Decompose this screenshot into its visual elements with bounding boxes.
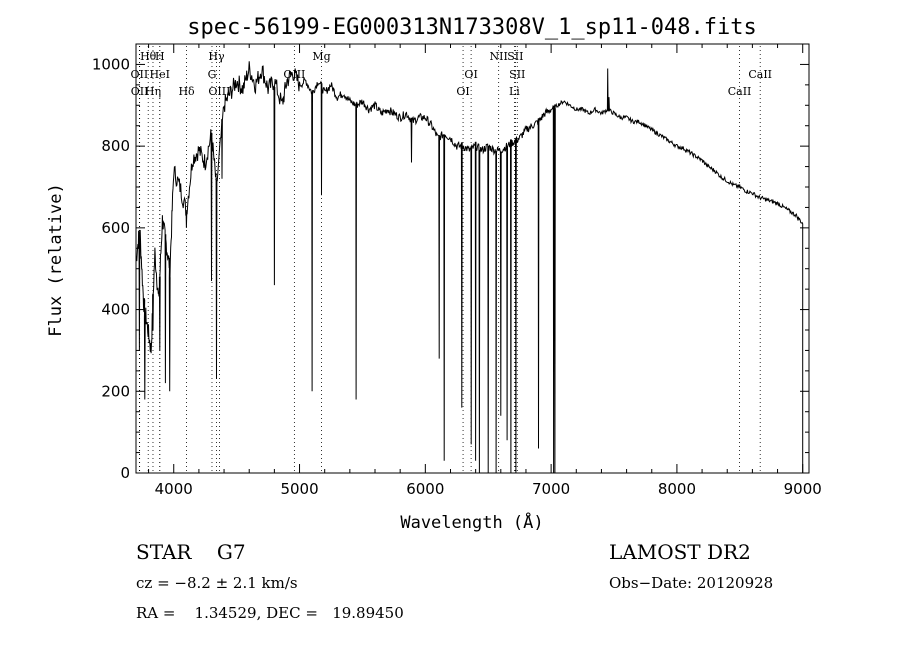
redshift-text: cz = −8.2 ± 2.1 km/s (136, 574, 298, 592)
line-marker-label: SII (507, 50, 523, 63)
spectrum-line (135, 61, 804, 474)
line-marker-label: CaII (748, 68, 772, 81)
survey-name: LAMOST DR2 (609, 540, 751, 564)
line-marker-label: OI (456, 85, 469, 98)
line-marker-label: SII (509, 68, 525, 81)
x-tick-label: 6000 (406, 480, 444, 498)
x-tick-label: 9000 (784, 480, 822, 498)
y-axis-label: Flux (relative) (46, 183, 66, 337)
x-tick-label: 8000 (658, 480, 696, 498)
line-marker-label: Hγ (208, 50, 225, 63)
y-tick-label: 600 (101, 219, 130, 237)
line-marker-label: Hη (145, 85, 161, 98)
axes: 4000 5000 6000 7000 8000 9000 0 200 400 600 800 100… (92, 43, 822, 498)
y-tick-label: 200 (101, 382, 130, 400)
line-marker-label: CaII (728, 85, 752, 98)
line-marker-label: G (208, 68, 217, 81)
y-tick-label: 1000 (92, 55, 130, 73)
line-marker-label: HeI (150, 68, 170, 81)
line-marker-label: Mg (312, 50, 330, 63)
plot-frame (135, 43, 810, 474)
line-marker-label: Hδ (178, 85, 195, 98)
x-axis-label: Wavelength (Å) (400, 511, 543, 533)
coordinates-text: RA = 1.34529, DEC = 19.89450 (136, 604, 404, 622)
line-marker-label: Hθ (140, 50, 157, 63)
line-marker-label: H (155, 50, 165, 63)
y-tick-label: 400 (101, 301, 130, 319)
x-tick-label: 7000 (532, 480, 570, 498)
obs-date-text: Obs−Date: 20120928 (609, 574, 774, 592)
line-marker-label: NII (490, 50, 508, 63)
object-class: STAR G7 (136, 540, 246, 564)
y-tick-label: 0 (120, 464, 130, 482)
x-tick-label: 5000 (280, 480, 318, 498)
chart-title: spec-56199-EG000313N173308V_1_sp11-048.f… (187, 15, 757, 40)
line-marker-label: Li (509, 85, 520, 98)
x-tick-label: 4000 (155, 480, 193, 498)
line-marker-label: OI (464, 68, 477, 81)
y-tick-label: 800 (101, 137, 130, 155)
line-marker-label: OII (131, 85, 149, 98)
